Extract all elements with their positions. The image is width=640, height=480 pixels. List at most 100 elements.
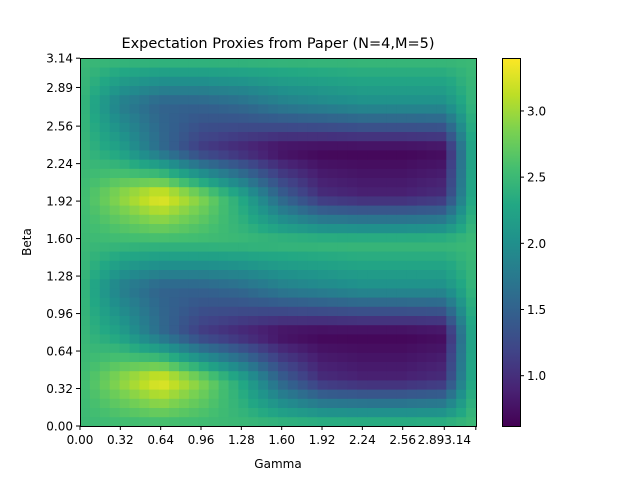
heatmap-cell: [436, 159, 447, 169]
heatmap-cell: [228, 168, 239, 178]
heatmap-cell: [278, 150, 289, 160]
heatmap-cell: [248, 58, 259, 68]
heatmap-cell: [159, 122, 170, 132]
heatmap-cell: [248, 140, 259, 151]
colorbar-frame: [502, 58, 521, 427]
heatmap-cell: [218, 407, 229, 418]
heatmap-cell: [406, 343, 417, 353]
heatmap-cell: [307, 150, 318, 160]
heatmap-cell: [386, 159, 398, 169]
heatmap-cell: [406, 370, 417, 381]
heatmap-cell: [446, 361, 457, 372]
heatmap-cell: [406, 288, 417, 298]
heatmap-cell: [258, 260, 269, 270]
heatmap-cell: [258, 131, 269, 142]
heatmap-cell: [436, 334, 447, 344]
colorbar-tick-label: 3.0: [527, 104, 546, 118]
heatmap-cell: [386, 260, 398, 270]
heatmap-cell: [327, 159, 338, 169]
heatmap-cell: [139, 278, 150, 289]
heatmap-cell: [268, 214, 279, 224]
heatmap-cell: [367, 159, 378, 169]
heatmap-cell: [327, 352, 338, 362]
heatmap-cell: [386, 131, 398, 142]
heatmap-cell: [377, 288, 388, 298]
x-axis-ticks: 0.00 0.32 0.64 0.96 1.28 1.60 1.92 2.24 2.56 2.89…: [67, 426, 477, 447]
heatmap-cell: [436, 232, 447, 243]
heatmap-cell: [268, 140, 279, 151]
heatmap-cell: [99, 159, 111, 169]
heatmap-cell: [159, 67, 170, 77]
heatmap-cell: [80, 260, 91, 270]
heatmap-cell: [337, 242, 348, 252]
heatmap-cell: [406, 168, 417, 178]
heatmap-cell: [396, 380, 408, 390]
heatmap-cell: [297, 85, 309, 96]
heatmap-cell: [149, 140, 160, 151]
heatmap-cell: [307, 67, 318, 77]
heatmap-cell: [347, 242, 358, 252]
heatmap-cell: [198, 113, 210, 123]
heatmap-cells: [80, 58, 477, 427]
heatmap-cell: [139, 297, 150, 307]
heatmap-cell: [198, 67, 210, 77]
heatmap-cell: [169, 242, 180, 252]
heatmap-cell: [99, 58, 111, 68]
heatmap-cell: [436, 343, 447, 353]
heatmap-cell: [169, 131, 180, 142]
heatmap-cell: [109, 278, 120, 289]
heatmap-cell: [416, 131, 427, 142]
heatmap-cell: [89, 380, 101, 390]
heatmap-cell: [327, 361, 338, 372]
heatmap-cell: [139, 214, 150, 224]
heatmap-cell: [406, 214, 417, 224]
heatmap-cell: [228, 352, 239, 362]
heatmap-cell: [307, 297, 318, 307]
heatmap-cell: [456, 94, 467, 105]
heatmap-cell: [317, 343, 328, 353]
heatmap-cell: [228, 205, 239, 215]
heatmap-cell: [357, 315, 368, 326]
heatmap-cell: [139, 76, 150, 86]
heatmap-cell: [80, 398, 91, 408]
heatmap-cell: [218, 416, 229, 427]
heatmap-cell: [129, 186, 140, 197]
heatmap-cell: [446, 398, 457, 408]
heatmap-cell: [466, 407, 477, 418]
heatmap-cell: [386, 196, 398, 206]
heatmap-cell: [198, 131, 210, 142]
heatmap-cell: [406, 315, 417, 326]
heatmap-cell: [228, 380, 239, 390]
heatmap-cell: [179, 251, 190, 261]
heatmap-cell: [466, 223, 477, 234]
heatmap-cell: [347, 232, 358, 243]
heatmap-cell: [317, 278, 328, 289]
heatmap-cell: [327, 223, 338, 234]
heatmap-cell: [179, 242, 190, 252]
heatmap-cell: [109, 334, 120, 344]
colorbar-ticks: 1.01.52.02.53.0: [520, 104, 546, 383]
heatmap-cell: [436, 324, 447, 335]
heatmap-cell: [80, 131, 91, 142]
heatmap-cell: [307, 196, 318, 206]
heatmap-cell: [149, 361, 160, 372]
heatmap-cell: [109, 205, 120, 215]
heatmap-cell: [268, 205, 279, 215]
heatmap-cell: [406, 131, 417, 142]
heatmap-cell: [278, 94, 289, 105]
heatmap-cell: [278, 306, 289, 316]
heatmap-cell: [337, 168, 348, 178]
heatmap-cell: [228, 343, 239, 353]
heatmap-cell: [268, 269, 279, 280]
heatmap-cell: [347, 122, 358, 132]
heatmap-cell: [357, 407, 368, 418]
heatmap-cell: [278, 122, 289, 132]
heatmap-cell: [218, 113, 229, 123]
heatmap-cell: [188, 315, 200, 326]
heatmap-cell: [287, 380, 299, 390]
heatmap-cell: [297, 251, 309, 261]
heatmap-cell: [238, 76, 249, 86]
heatmap-cell: [169, 122, 180, 132]
heatmap-cell: [317, 196, 328, 206]
heatmap-cell: [208, 159, 219, 169]
